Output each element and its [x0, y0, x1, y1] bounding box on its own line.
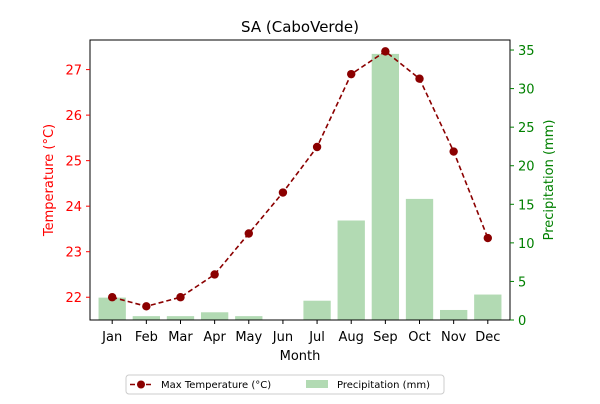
temperature-line-path [111, 50, 489, 308]
x-tick-label-jul: Jul [308, 330, 325, 345]
temperature-point-feb [142, 302, 151, 311]
right-y-tick-label-15: 15 [518, 198, 535, 213]
right-y-axis-label: Precipitation (mm) [542, 120, 557, 241]
legend-marker-swatch [137, 380, 145, 389]
temperature-point-jun [278, 188, 288, 197]
right-y-tick-label-10: 10 [518, 237, 535, 252]
legend-box [125, 374, 445, 395]
temperature-point-jan [107, 293, 117, 302]
x-tick-label-may: May [235, 330, 262, 345]
temperature-point-apr [210, 270, 219, 279]
temperature-line [107, 47, 493, 311]
temperature-point-may [244, 229, 253, 238]
right-y-tick-label-0: 0 [518, 314, 526, 329]
precipitation-bar-nov [440, 309, 468, 320]
temperature-point-nov [449, 147, 458, 156]
chart-title: SA (CaboVerde) [241, 18, 359, 36]
x-tick-label-mar: Mar [168, 330, 193, 345]
precipitation-bar-sep [371, 53, 400, 320]
precipitation-bar-may [235, 316, 263, 320]
temperature-point-mar [176, 293, 185, 302]
legend-bar-swatch [306, 380, 328, 388]
temperature-point-dec [483, 233, 493, 243]
axes: Jan Feb Mar Apr May Jun Jul Aug Sep Oct Nov Dec 22 23… [65, 39, 535, 345]
temperature-point-jul [312, 142, 322, 152]
left-y-axis-label: Temperature (°C) [42, 124, 57, 237]
x-axis-label: Month [280, 349, 321, 364]
precipitation-bar-jul [303, 300, 331, 320]
legend: Max Temperature (°C) Precipitation (mm) [125, 374, 445, 395]
x-tick-label-nov: Nov [441, 330, 467, 345]
plot-frame [89, 39, 511, 321]
precipitation-bar-mar [166, 316, 195, 320]
left-y-tick-label-27: 27 [65, 64, 82, 79]
left-y-tick-label-23: 23 [65, 246, 82, 261]
right-y-tick-label-25: 25 [518, 121, 535, 136]
left-y-tick-label-25: 25 [65, 155, 82, 170]
temperature-point-sep [381, 47, 390, 56]
precipitation-bars [98, 53, 502, 320]
legend-label-temperature: Max Temperature (°C) [161, 380, 271, 391]
left-y-tick-label-26: 26 [65, 109, 82, 124]
x-tick-label-feb: Feb [135, 330, 158, 345]
precipitation-bar-jan [98, 297, 126, 320]
x-tick-label-oct: Oct [408, 330, 430, 345]
right-y-tick-label-30: 30 [518, 83, 535, 98]
temperature-point-oct [415, 74, 424, 83]
x-tick-label-jan: Jan [101, 330, 122, 345]
x-tick-label-sep: Sep [373, 330, 398, 345]
right-y-tick-label-35: 35 [518, 44, 535, 59]
x-tick-label-apr: Apr [203, 330, 226, 345]
precipitation-bar-feb [132, 316, 160, 320]
precipitation-bar-apr [200, 312, 229, 320]
precipitation-bar-oct [405, 198, 434, 320]
x-tick-label-aug: Aug [339, 330, 364, 345]
right-y-tick-label-20: 20 [518, 160, 535, 175]
precipitation-bar-dec [474, 294, 502, 320]
x-tick-label-dec: Dec [475, 330, 500, 345]
precipitation-bar-aug [337, 220, 365, 320]
left-y-tick-label-22: 22 [65, 291, 82, 306]
x-tick-label-jun: Jun [272, 330, 293, 345]
right-y-tick-label-5: 5 [518, 275, 526, 290]
temperature-point-aug [347, 69, 356, 79]
legend-label-precipitation: Precipitation (mm) [337, 380, 430, 391]
left-y-tick-label-24: 24 [65, 200, 82, 215]
